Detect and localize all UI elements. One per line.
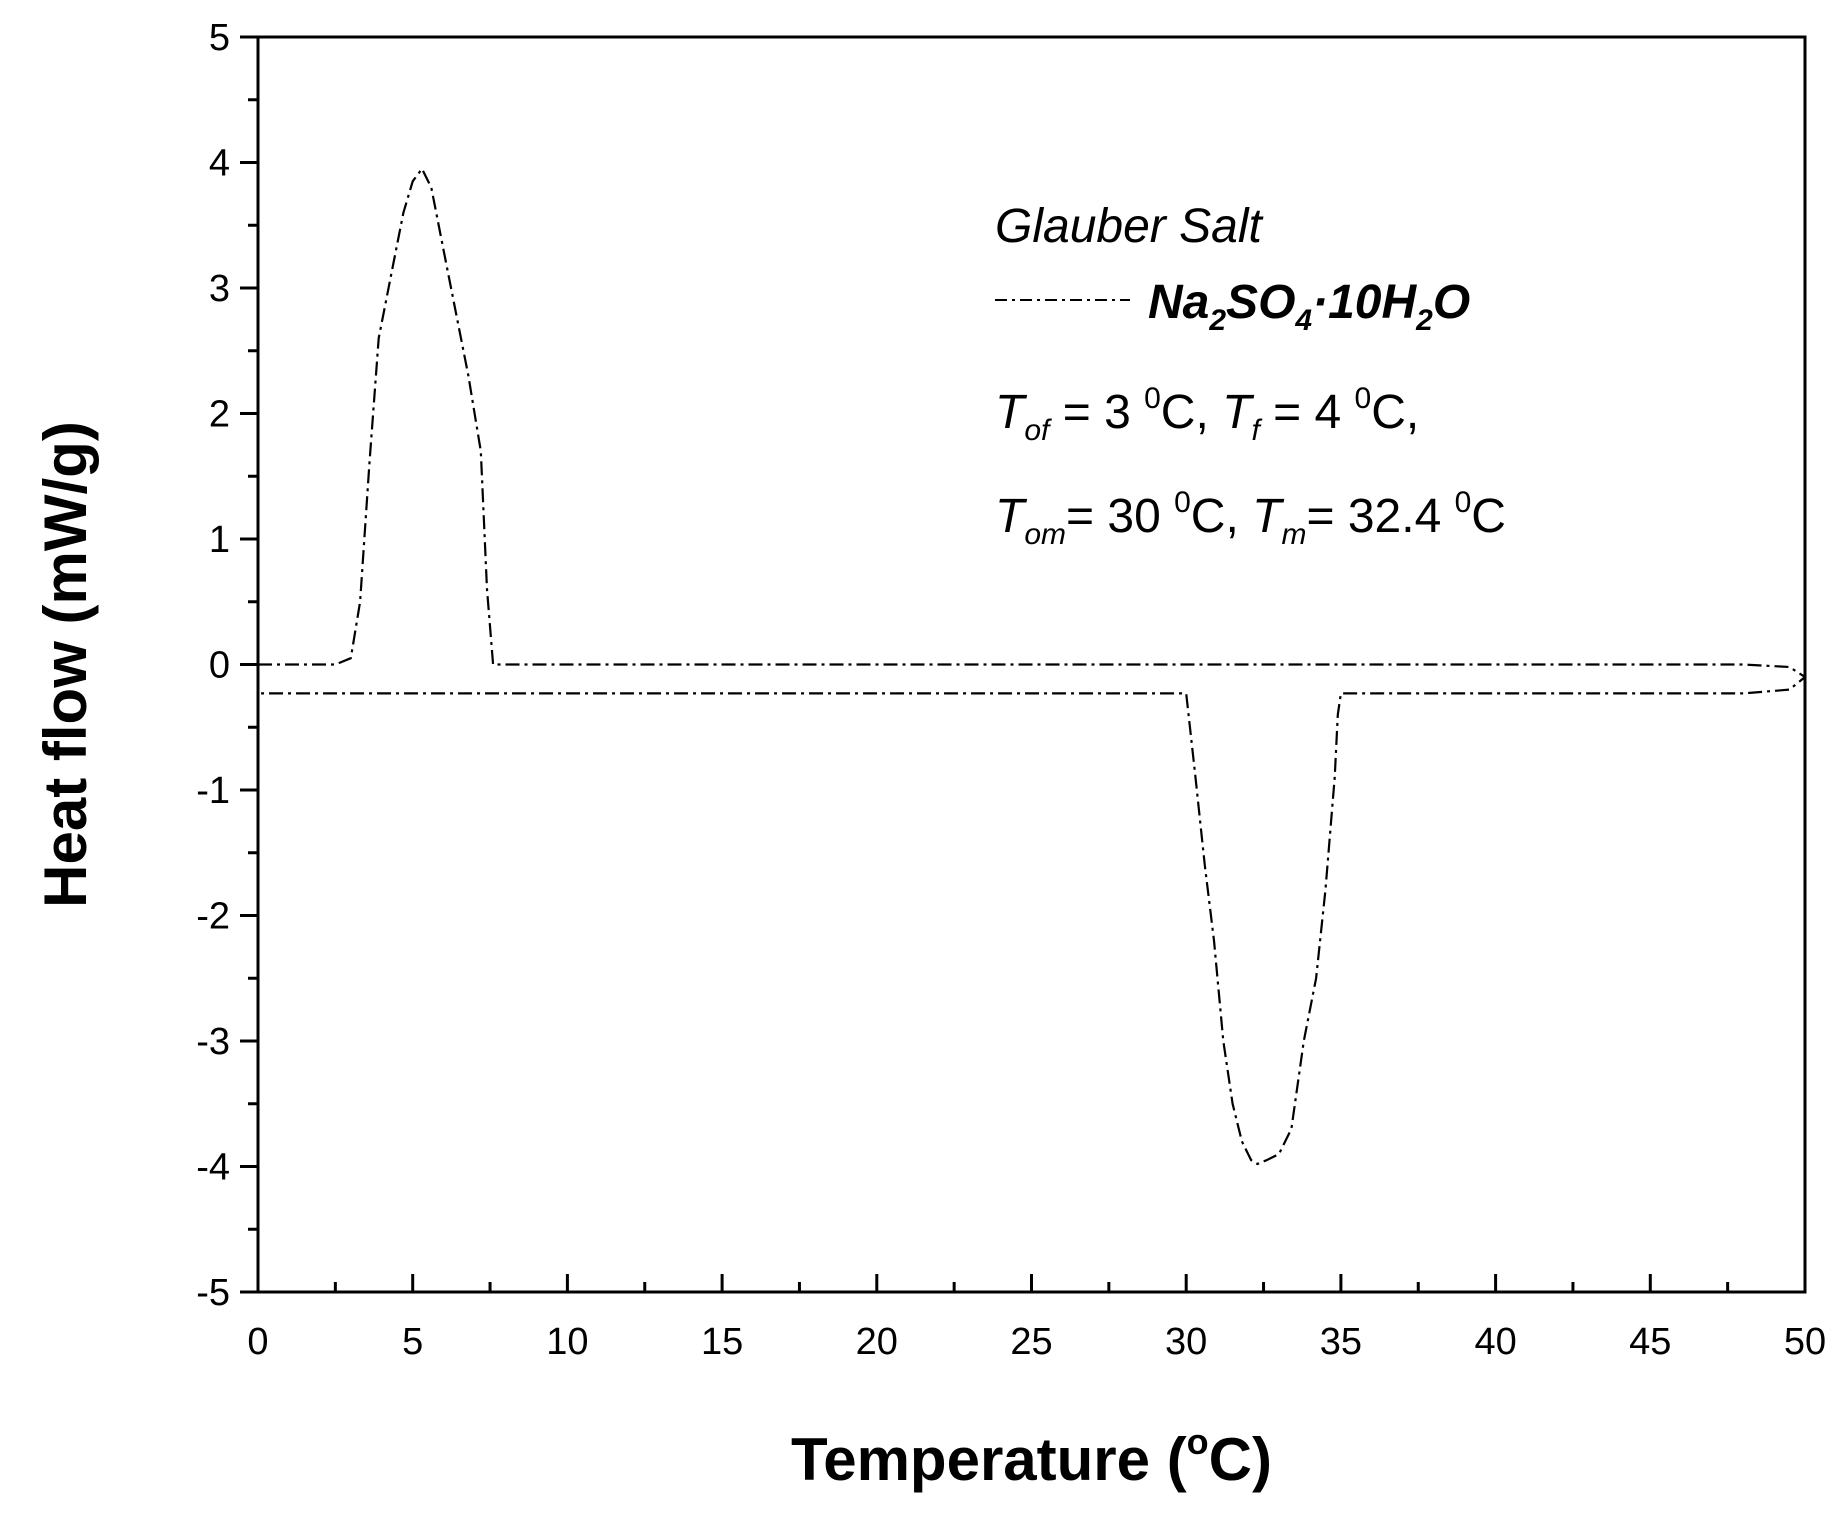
formula-10h: ·10H	[1312, 276, 1417, 329]
t-om-unit: C,	[1191, 490, 1252, 543]
y-tick-label: 2	[209, 394, 230, 436]
x-axis-title-degree: o	[1187, 1421, 1209, 1462]
formula-sub-2b: 2	[1415, 304, 1433, 337]
y-tick-label: -2	[196, 896, 230, 938]
t-f-value: = 4	[1260, 386, 1355, 439]
x-tick-label: 30	[1165, 1321, 1207, 1363]
t-om-deg: 0	[1174, 486, 1191, 519]
y-tick-label: 3	[209, 268, 230, 310]
t-m-unit: C	[1471, 490, 1506, 543]
legend-annotation-freezing: Tof = 3 0C, Tf = 4 0C,	[995, 382, 1419, 447]
t-f-sub: f	[1251, 414, 1262, 447]
x-tick-label: 25	[1010, 1321, 1052, 1363]
x-tick-label: 45	[1629, 1321, 1671, 1363]
series-line-0	[258, 167, 1807, 1166]
x-tick-label: 40	[1474, 1321, 1516, 1363]
y-tick-label: 5	[209, 17, 230, 59]
t-of-value: = 3	[1049, 386, 1144, 439]
x-tick-label: 5	[402, 1321, 423, 1363]
legend-annotation-melting: Tom= 30 0C, Tm= 32.4 0C	[995, 486, 1506, 551]
t-m-value: = 32.4	[1306, 490, 1454, 543]
x-tick-label: 50	[1784, 1321, 1826, 1363]
x-axis-title-end: C)	[1209, 1426, 1272, 1493]
series-layer	[258, 167, 1807, 1166]
legend-series-label: Na2SO4·10H2O	[1148, 276, 1470, 337]
t-om-value: = 30	[1066, 490, 1174, 543]
y-tick-label: -1	[196, 770, 230, 812]
x-tick-label: 10	[546, 1321, 588, 1363]
x-axis-title-main: Temperature (	[791, 1426, 1187, 1493]
formula-sub-4: 4	[1294, 304, 1312, 337]
legend: Glauber Salt Na2SO4·10H2O Tof = 3 0C, Tf…	[995, 200, 1506, 551]
t-f-deg: 0	[1355, 382, 1372, 415]
plot-frame	[256, 35, 1807, 1294]
t-om-symbol: T	[995, 490, 1028, 543]
y-tick-label: 0	[209, 645, 230, 687]
t-f-unit: C,	[1371, 386, 1419, 439]
y-tick-label: 1	[209, 519, 230, 561]
t-m-symbol: T	[1252, 490, 1285, 543]
t-of-symbol: T	[995, 386, 1028, 439]
t-of-deg: 0	[1144, 382, 1161, 415]
x-tick-label: 20	[856, 1321, 898, 1363]
t-of-unit: C,	[1161, 386, 1222, 439]
x-tick-label: 35	[1320, 1321, 1362, 1363]
x-tick-label: 15	[701, 1321, 743, 1363]
formula-na: Na	[1148, 276, 1209, 329]
t-m-sub: m	[1281, 518, 1306, 551]
t-f-symbol: T	[1222, 386, 1255, 439]
y-axis-title: Heat flow (mW/g)	[32, 421, 99, 908]
formula-so: SO	[1226, 276, 1295, 329]
formula-o: O	[1433, 276, 1470, 329]
y-tick-label: 4	[209, 143, 230, 185]
formula-sub-2a: 2	[1208, 304, 1226, 337]
y-tick-label: -3	[196, 1021, 230, 1063]
x-axis-title: Temperature (oC)	[791, 1421, 1272, 1493]
t-of-sub: of	[1024, 414, 1052, 447]
legend-title: Glauber Salt	[995, 200, 1263, 253]
x-tick-label: 0	[247, 1321, 268, 1363]
t-om-sub: om	[1024, 518, 1066, 551]
t-m-deg: 0	[1455, 486, 1472, 519]
y-tick-label: -5	[196, 1272, 230, 1314]
y-tick-label: -4	[196, 1147, 230, 1189]
